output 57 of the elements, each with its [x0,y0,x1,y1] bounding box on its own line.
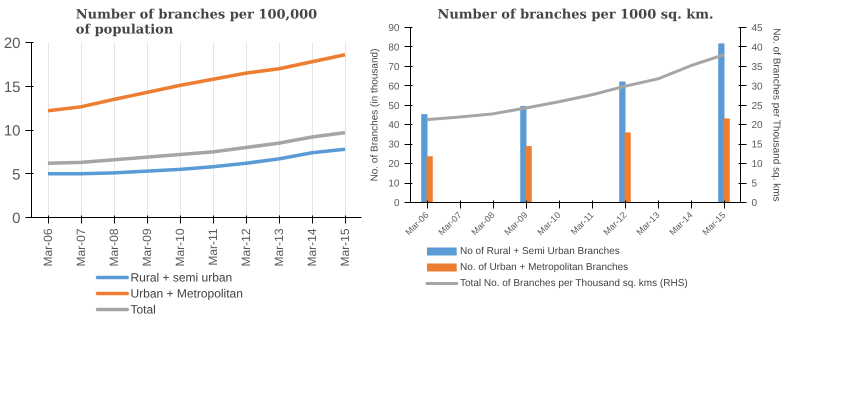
line-series [46,53,347,112]
legend-label: No of Rural + Semi Urban Branches [460,246,620,257]
line-series [426,53,726,122]
y2-tick-label: 5 [752,178,758,190]
y2-tick-label: 15 [752,140,764,151]
legend-label: Urban + Metropolitan [130,286,243,300]
x-tick-label: Mar-12 [239,228,253,267]
y-tick-label: 30 [388,140,400,151]
y-tick-label: 90 [388,23,400,34]
x-tick-label: Mar-14 [305,228,319,267]
line-series [46,130,347,165]
y-tick-label: 0 [12,210,20,227]
bar [724,118,730,202]
y-tick-label: 0 [394,198,400,209]
y2-tick-label: 0 [752,198,758,209]
legend-label: Rural + semi urban [130,270,232,284]
legend-label: Total [130,302,156,316]
legend-label: No. of Urban + Metropolitan Branches [460,262,628,273]
y-tick-label: 5 [12,166,20,184]
y2-tick-label: 10 [752,159,764,170]
x-tick-label: Mar-06 [41,228,55,267]
y-tick-label: 20 [4,35,21,52]
y-tick-label: 60 [388,81,400,92]
x-tick-label: Mar-13 [272,228,286,267]
x-tick-label: Mar-15 [338,228,352,267]
bar [426,156,433,202]
y2-axis-title: No. of Branches per Thousand sq. kms [770,28,782,202]
y-tick-label: 10 [388,178,400,190]
y-tick-label: 70 [388,62,400,73]
y2-tick-label: 30 [752,81,764,92]
x-tick-label: Mar-07 [74,228,88,267]
y-axis-title: No. of Branches (in thousand) [369,48,380,182]
y-tick-label: 40 [388,120,400,132]
bar [619,81,626,202]
y2-tick-label: 20 [752,120,764,132]
y2-tick-label: 35 [752,62,764,73]
y-tick-label: 10 [4,122,21,140]
y-tick-label: 50 [388,100,400,112]
x-tick-label: Mar-08 [107,228,121,267]
bar [718,43,724,202]
y2-tick-label: 40 [752,42,764,54]
y-tick-label: 80 [388,42,400,54]
line-series [46,148,347,176]
legend-label: Total No. of Branches per Thousand sq. kms (RHS) [460,278,688,289]
y2-tick-label: 25 [752,100,764,112]
bar [624,132,631,202]
bar [526,146,532,202]
bar [421,114,428,202]
y-tick-label: 15 [4,78,21,96]
y-tick-label: 20 [388,159,400,170]
x-tick-label: Mar-11 [206,228,220,266]
x-tick-label: Mar-09 [140,228,154,267]
x-tick-label: Mar-10 [173,228,187,267]
chart-title: Number of branches per 1000 sq. km. [437,8,714,22]
chart-title: Number of branches per 100,000 of population [76,8,318,38]
bar [520,106,526,202]
y2-tick-label: 45 [752,23,764,34]
